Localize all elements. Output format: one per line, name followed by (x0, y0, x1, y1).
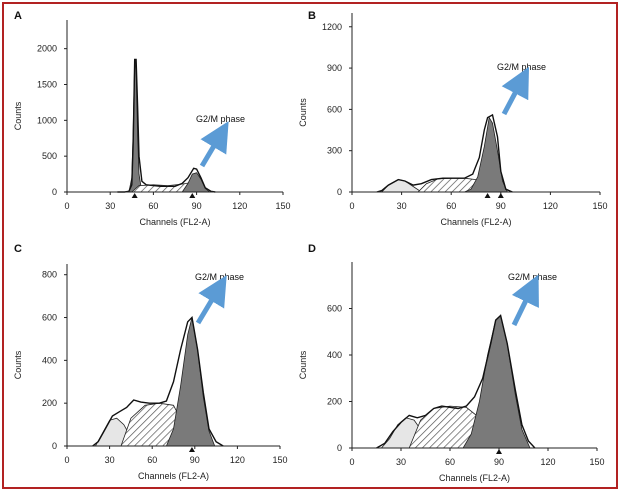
x-tick-label: 90 (190, 455, 200, 465)
x-axis-label: Channels (FL2-A) (439, 473, 510, 483)
gate-marker (131, 193, 138, 198)
panel-d: D 0 30 60 90 120 150 0 200 400 600 Channels (FL2-A)… (298, 243, 605, 483)
panel-letter: B (308, 10, 316, 22)
x-tick-label: 0 (64, 455, 69, 465)
x-tick-label: 150 (272, 455, 287, 465)
x-tick-label: 120 (543, 201, 558, 211)
x-tick-label: 0 (64, 201, 69, 211)
x-tick-label: 0 (349, 201, 354, 211)
x-tick-label: 30 (397, 201, 407, 211)
panel-c: C 0 30 60 90 120 150 0 200 400 600 800 Channels (FL2… (13, 243, 288, 481)
y-tick-label: 1500 (37, 80, 57, 90)
y-axis-label: Counts (298, 98, 308, 127)
peak-g2 (181, 172, 211, 193)
x-axis-label: Channels (FL2-A) (139, 217, 210, 227)
histogram-outline (376, 314, 536, 449)
y-tick-label: 1000 (37, 115, 57, 125)
y-tick-label: 300 (327, 146, 342, 156)
x-axis-label: Channels (FL2-A) (440, 217, 511, 227)
x-axis-label: Channels (FL2-A) (138, 471, 209, 481)
y-tick-label: 0 (52, 187, 57, 197)
g2m-annotation: G2/M phase (195, 272, 244, 282)
y-tick-label: 200 (42, 398, 57, 408)
y-tick-label: 800 (42, 270, 57, 280)
y-tick-label: 200 (327, 397, 342, 407)
gate-marker (189, 193, 196, 198)
x-tick-label: 30 (105, 455, 115, 465)
gate-marker (497, 193, 504, 198)
x-tick-label: 150 (592, 201, 607, 211)
x-tick-label: 150 (275, 201, 290, 211)
peak-g2 (462, 314, 531, 449)
panel-letter: A (14, 10, 22, 22)
histogram-outline (92, 316, 224, 447)
y-tick-label: 0 (52, 441, 57, 451)
x-tick-label: 60 (445, 457, 455, 467)
x-tick-label: 60 (147, 455, 157, 465)
y-tick-label: 0 (337, 443, 342, 453)
x-tick-label: 60 (148, 201, 158, 211)
y-tick-label: 400 (327, 350, 342, 360)
x-tick-label: 120 (232, 201, 247, 211)
x-tick-label: 120 (230, 455, 245, 465)
g2m-annotation: G2/M phase (497, 62, 546, 72)
histogram-outline (117, 58, 216, 193)
g2m-arrow (195, 275, 227, 325)
panel-b: B 0 30 60 90 120 150 0 300 600 900 1200 Channels (FL… (298, 10, 608, 227)
y-axis-label: Counts (13, 350, 23, 379)
y-tick-label: 600 (327, 104, 342, 114)
x-tick-label: 0 (349, 457, 354, 467)
y-tick-label: 600 (327, 304, 342, 314)
x-tick-label: 90 (192, 201, 202, 211)
g2m-arrow (199, 121, 229, 168)
panel-letter: D (308, 243, 316, 255)
x-tick-label: 150 (589, 457, 604, 467)
gate-marker (188, 447, 195, 452)
g2m-arrow (501, 66, 530, 116)
x-tick-label: 30 (396, 457, 406, 467)
panel-letter: C (14, 243, 22, 255)
peak-g2 (128, 59, 143, 193)
y-tick-label: 500 (42, 151, 57, 161)
y-tick-label: 600 (42, 313, 57, 323)
y-tick-label: 400 (42, 355, 57, 365)
x-tick-label: 90 (496, 201, 506, 211)
x-tick-label: 120 (540, 457, 555, 467)
x-tick-label: 90 (494, 457, 504, 467)
g2m-annotation: G2/M phase (196, 114, 245, 124)
y-tick-label: 0 (337, 187, 342, 197)
g2m-arrow (511, 274, 539, 327)
y-tick-label: 1200 (322, 22, 342, 32)
y-tick-label: 2000 (37, 44, 57, 54)
gate-marker (484, 193, 491, 198)
x-tick-label: 60 (446, 201, 456, 211)
g2m-annotation: G2/M phase (508, 272, 557, 282)
y-axis-label: Counts (298, 350, 308, 379)
x-tick-label: 30 (105, 201, 115, 211)
y-axis-label: Counts (13, 101, 23, 130)
gate-marker (496, 449, 502, 454)
histogram-outline (376, 113, 513, 193)
y-tick-label: 900 (327, 63, 342, 73)
